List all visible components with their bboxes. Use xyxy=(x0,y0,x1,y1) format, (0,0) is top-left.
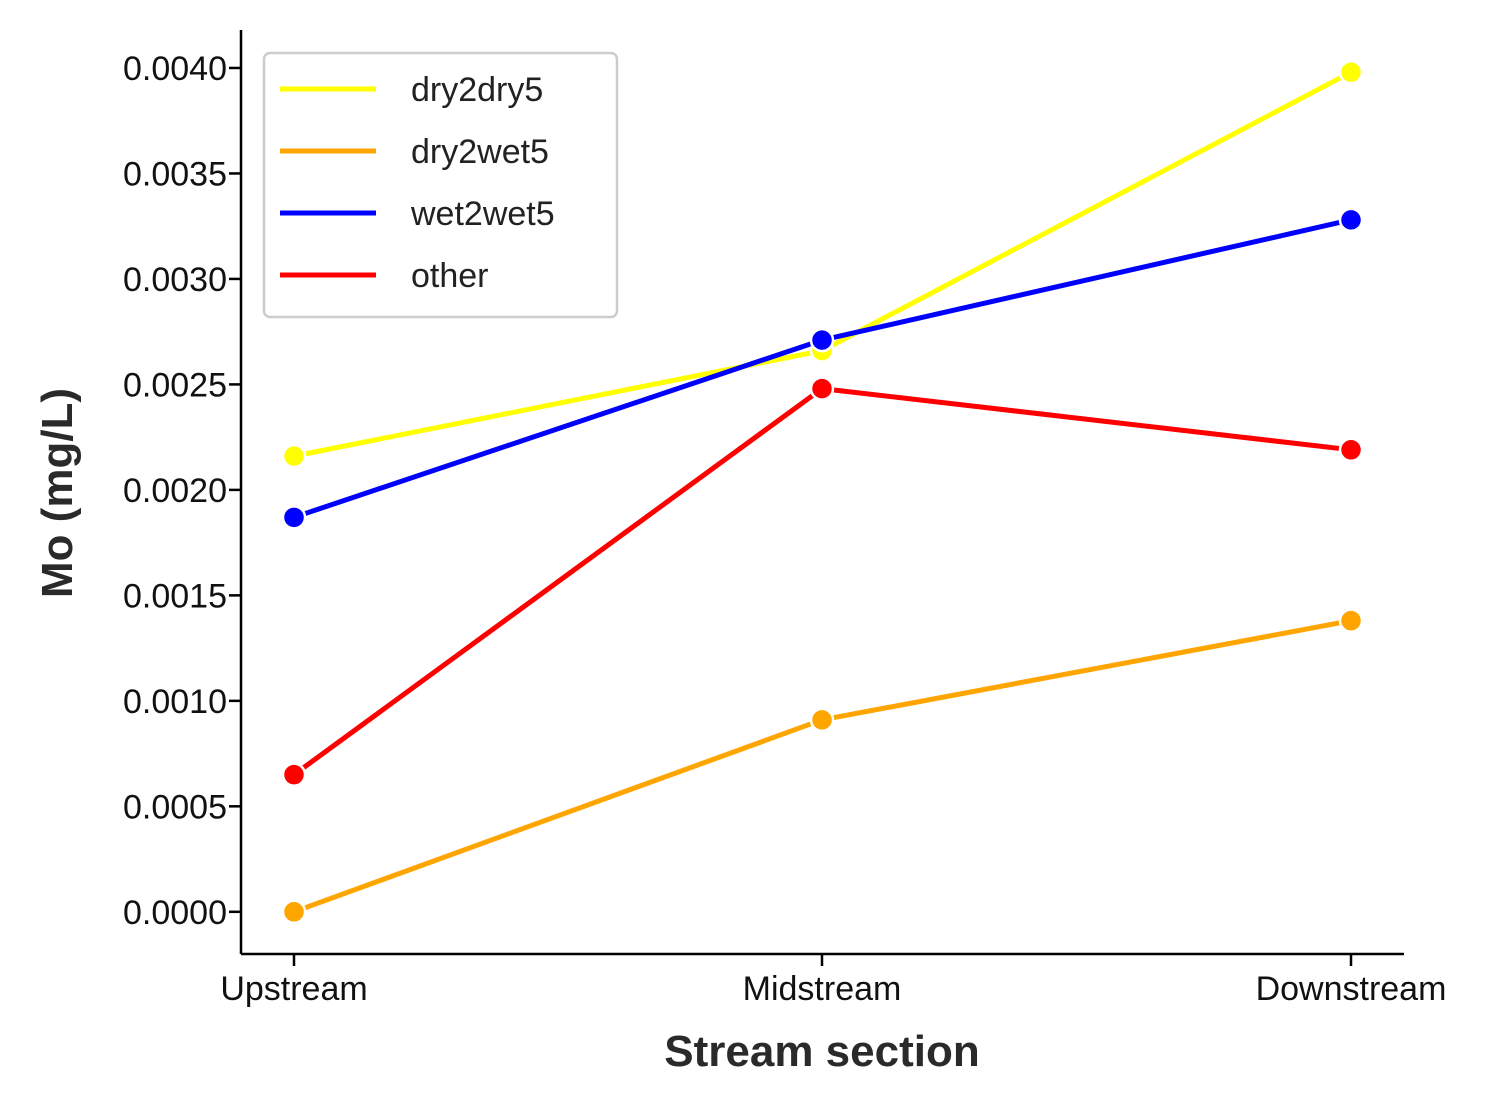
x-tick-label: Midstream xyxy=(743,970,902,1008)
y-tick-label: 0.0030 xyxy=(123,261,227,299)
plot-area xyxy=(281,59,1364,925)
legend-label-dry2dry5: dry2dry5 xyxy=(411,71,543,109)
y-axis-title: Mo (mg/L) xyxy=(33,388,82,598)
legend-label-wet2wet5: wet2wet5 xyxy=(410,195,555,233)
legend-label-other: other xyxy=(411,257,489,295)
data-point-dry2dry5 xyxy=(1338,59,1364,85)
data-point-other xyxy=(281,762,307,787)
data-point-other xyxy=(1338,437,1364,463)
legend: dry2dry5 dry2wet5 wet2wet5 other xyxy=(262,51,619,319)
data-point-wet2wet5 xyxy=(809,327,835,353)
x-tick-label: Downstream xyxy=(1256,970,1447,1008)
y-tick-label: 0.0035 xyxy=(123,155,227,193)
y-tick-label: 0.0010 xyxy=(123,683,227,721)
data-point-wet2wet5 xyxy=(1338,207,1364,233)
x-axis-title: Stream section xyxy=(664,1027,979,1076)
data-point-other xyxy=(809,376,835,401)
series-line-dry2wet5 xyxy=(293,618,1352,915)
legend-box xyxy=(262,51,619,319)
y-tick-label: 0.0020 xyxy=(123,472,227,510)
data-point-dry2wet5 xyxy=(809,707,835,733)
axes: 0.0000 0.0005 0.0010 0.0015 0.0020 0.0025 0.00… xyxy=(123,30,1446,1008)
y-tick-label: 0.0000 xyxy=(123,894,227,932)
legend-label-dry2wet5: dry2wet5 xyxy=(411,133,549,171)
y-tick-label: 0.0025 xyxy=(123,366,227,404)
data-point-dry2wet5 xyxy=(1338,608,1364,633)
x-tick-label: Upstream xyxy=(220,970,367,1008)
y-tick-label: 0.0005 xyxy=(123,788,227,826)
y-tick-label: 0.0015 xyxy=(123,577,227,615)
data-point-dry2dry5 xyxy=(281,443,307,469)
data-point-wet2wet5 xyxy=(281,505,307,530)
data-point-dry2wet5 xyxy=(281,899,307,925)
y-tick-label: 0.0040 xyxy=(123,50,227,88)
